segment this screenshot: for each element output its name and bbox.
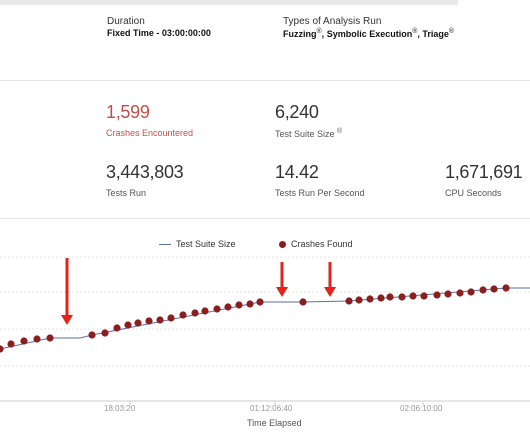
crash-point [156, 316, 164, 324]
crash-point [502, 284, 510, 292]
x-tick-1: 18:03:20 [104, 404, 136, 413]
crash-point [366, 295, 374, 303]
tests-per-sec-value: 14.42 [275, 162, 319, 182]
crash-point [124, 321, 132, 329]
crash-point [246, 300, 254, 308]
crash-point [256, 298, 264, 306]
x-tick-2: 01:12:06:40 [250, 404, 293, 413]
x-axis-title: Time Elapsed [247, 418, 302, 428]
crash-dots [0, 284, 510, 353]
legend-crashes[interactable]: Crashes Found [279, 239, 353, 249]
crash-point [167, 314, 175, 322]
crash-point [467, 288, 475, 296]
crash-point [345, 297, 353, 305]
analysis-types-label: Types of Analysis Run [283, 16, 382, 27]
suite-size-label: Test Suite Size ® [275, 128, 343, 139]
crashes-value: 1,599 [106, 102, 150, 122]
crash-point [235, 301, 243, 309]
line-swatch [159, 243, 171, 245]
crash-point [33, 335, 41, 343]
cpu-seconds-label: CPU Seconds [445, 188, 502, 198]
crash-point [377, 294, 385, 302]
crash-point [191, 309, 199, 317]
crash-point [386, 293, 394, 301]
info-icon[interactable]: ® [412, 28, 418, 35]
analysis-type-fuzzing: Fuzzing [283, 29, 317, 39]
crash-point [88, 331, 96, 339]
crash-point [490, 285, 498, 293]
crash-point [409, 292, 417, 300]
crash-point [420, 292, 428, 300]
crashes-label: Crashes Encountered [106, 128, 194, 138]
suite-size-value: 6,240 [275, 102, 319, 122]
crash-point [224, 303, 232, 311]
top-bar [0, 0, 458, 5]
legend-suite-size[interactable]: Test Suite Size [159, 239, 236, 249]
crash-point [201, 307, 209, 315]
info-icon[interactable]: ® [448, 28, 455, 35]
crash-point [113, 324, 121, 332]
analysis-type-triage: Triage [422, 29, 449, 39]
crash-point [456, 289, 464, 297]
analysis-type-symbolic: Symbolic Execution [326, 29, 413, 39]
crash-point [101, 329, 109, 337]
tests-per-sec-label: Tests Run Per Second [275, 188, 365, 198]
annotation-arrows [61, 258, 336, 325]
analysis-types-value: Fuzzing®, Symbolic Execution®, Triage® [283, 28, 455, 39]
suite-size-line [0, 287, 530, 350]
tests-run-value: 3,443,803 [106, 162, 184, 182]
section-divider [0, 80, 530, 81]
annotation-arrow [276, 262, 288, 297]
crash-point [134, 319, 142, 327]
suite-size-series [0, 287, 530, 350]
crash-point [398, 293, 406, 301]
annotation-arrow [61, 258, 73, 325]
duration-value: Fixed Time - 03:00:00:00 [107, 28, 211, 38]
crash-point [444, 290, 452, 298]
crash-point [20, 337, 28, 345]
annotation-arrow [324, 262, 336, 297]
crash-point [355, 296, 363, 304]
crash-point [433, 291, 441, 299]
x-tick-3: 02:06:10:00 [400, 404, 443, 413]
crash-point [179, 311, 187, 319]
info-icon[interactable]: ® [337, 128, 343, 135]
crash-point [145, 317, 153, 325]
crash-point [213, 305, 221, 313]
duration-label: Duration [107, 16, 145, 27]
crash-point [7, 340, 15, 348]
crash-point [46, 334, 54, 342]
dot-swatch [279, 240, 286, 248]
info-icon[interactable]: ® [316, 28, 322, 35]
chart-divider [0, 218, 530, 219]
crash-point [479, 286, 487, 294]
cpu-seconds-value: 1,671,691 [445, 162, 523, 182]
crash-point [299, 298, 307, 306]
chart-grid [0, 256, 530, 405]
tests-run-label: Tests Run [106, 188, 147, 198]
crash-point [0, 345, 4, 353]
